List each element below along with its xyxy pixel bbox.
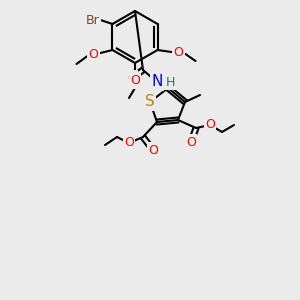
Text: O: O xyxy=(205,118,215,131)
Text: O: O xyxy=(130,74,140,88)
Text: O: O xyxy=(127,71,137,85)
Text: Br: Br xyxy=(85,14,99,26)
Text: O: O xyxy=(174,46,184,59)
Text: S: S xyxy=(145,94,155,110)
Text: H: H xyxy=(165,76,175,88)
Text: O: O xyxy=(88,49,98,62)
Text: O: O xyxy=(148,143,158,157)
Text: O: O xyxy=(124,136,134,149)
Text: N: N xyxy=(151,74,163,89)
Text: O: O xyxy=(186,136,196,148)
